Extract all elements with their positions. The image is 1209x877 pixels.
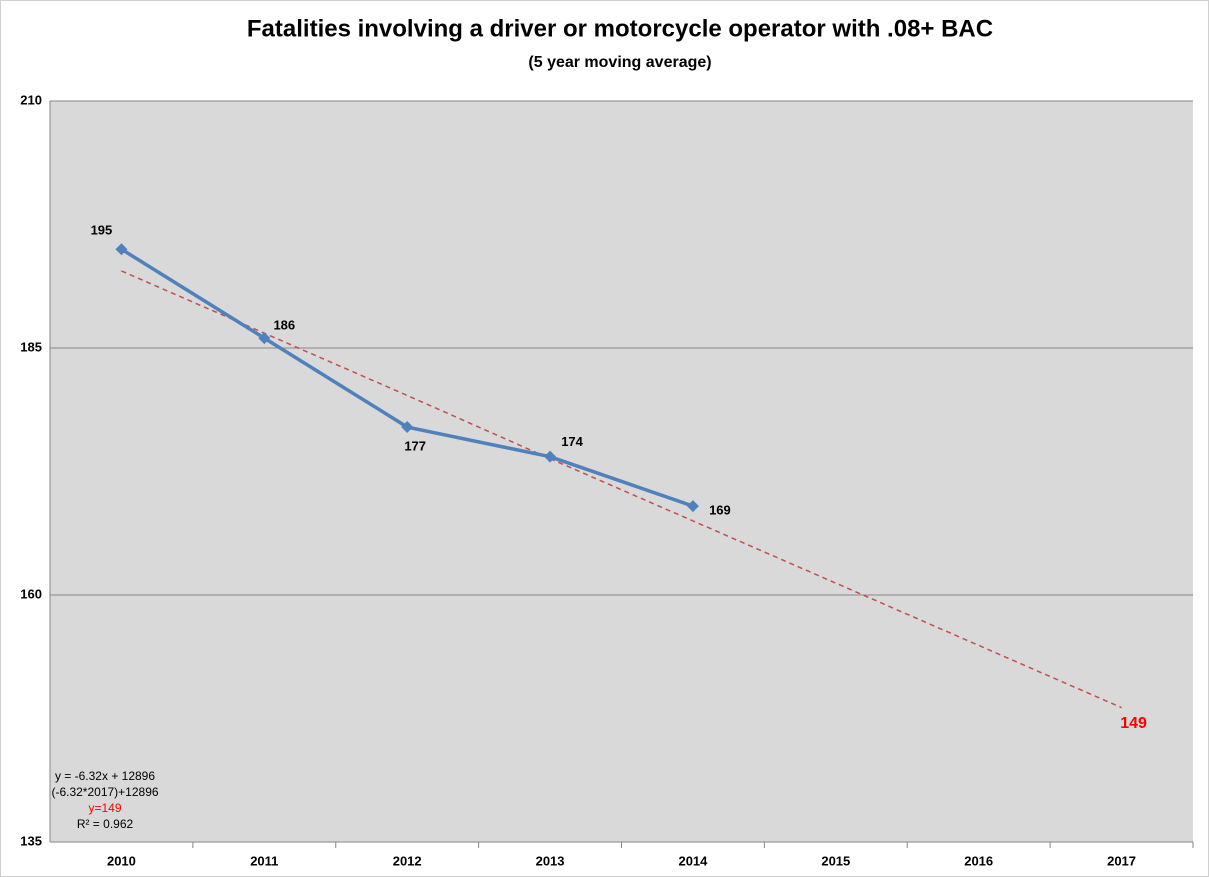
plot-area — [50, 101, 1193, 842]
x-tick-label: 2015 — [821, 853, 850, 868]
data-label: 186 — [273, 318, 295, 333]
marker — [401, 421, 414, 434]
data-label: 195 — [91, 223, 113, 238]
data-label: 174 — [561, 434, 583, 449]
trendline — [121, 270, 1122, 709]
annotation: (-6.32*2017)+12896 — [51, 785, 158, 799]
x-tick-label: 2011 — [250, 853, 278, 868]
x-tick-label: 2016 — [964, 853, 993, 868]
chart-subtitle: (5 year moving average) — [528, 54, 711, 71]
data-label: 177 — [404, 438, 426, 453]
y-tick-label: 160 — [20, 586, 42, 601]
marker — [686, 500, 699, 513]
x-tick-label: 2014 — [678, 853, 708, 868]
x-tick-label: 2010 — [107, 853, 136, 868]
annotation: y=149 — [88, 801, 121, 815]
data-label: 169 — [709, 503, 731, 518]
y-tick-label: 210 — [20, 92, 42, 107]
marker — [544, 450, 557, 463]
y-tick-label: 135 — [20, 833, 42, 848]
y-tick-label: 185 — [20, 339, 42, 354]
trend-label: 149 — [1120, 715, 1147, 732]
x-tick-label: 2013 — [536, 853, 565, 868]
x-tick-label: 2017 — [1107, 853, 1136, 868]
chart-title: Fatalities involving a driver or motorcy… — [247, 15, 993, 42]
marker — [258, 332, 271, 345]
annotation: R² = 0.962 — [77, 817, 134, 831]
x-tick-label: 2012 — [393, 853, 422, 868]
annotation: y = -6.32x + 12896 — [55, 769, 155, 783]
marker — [115, 243, 128, 256]
